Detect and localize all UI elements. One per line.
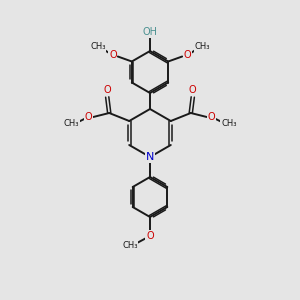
Text: O: O — [189, 85, 196, 95]
Text: N: N — [146, 152, 154, 162]
Text: CH₃: CH₃ — [194, 42, 210, 51]
Text: CH₃: CH₃ — [64, 119, 79, 128]
Text: CH₃: CH₃ — [221, 119, 236, 128]
Text: CH₃: CH₃ — [90, 42, 106, 51]
Text: O: O — [208, 112, 216, 122]
Text: O: O — [103, 85, 111, 95]
Text: CH₃: CH₃ — [122, 241, 138, 250]
Text: O: O — [146, 231, 154, 241]
Text: OH: OH — [142, 27, 158, 37]
Text: O: O — [84, 112, 92, 122]
Text: O: O — [183, 50, 191, 61]
Text: O: O — [109, 50, 117, 61]
